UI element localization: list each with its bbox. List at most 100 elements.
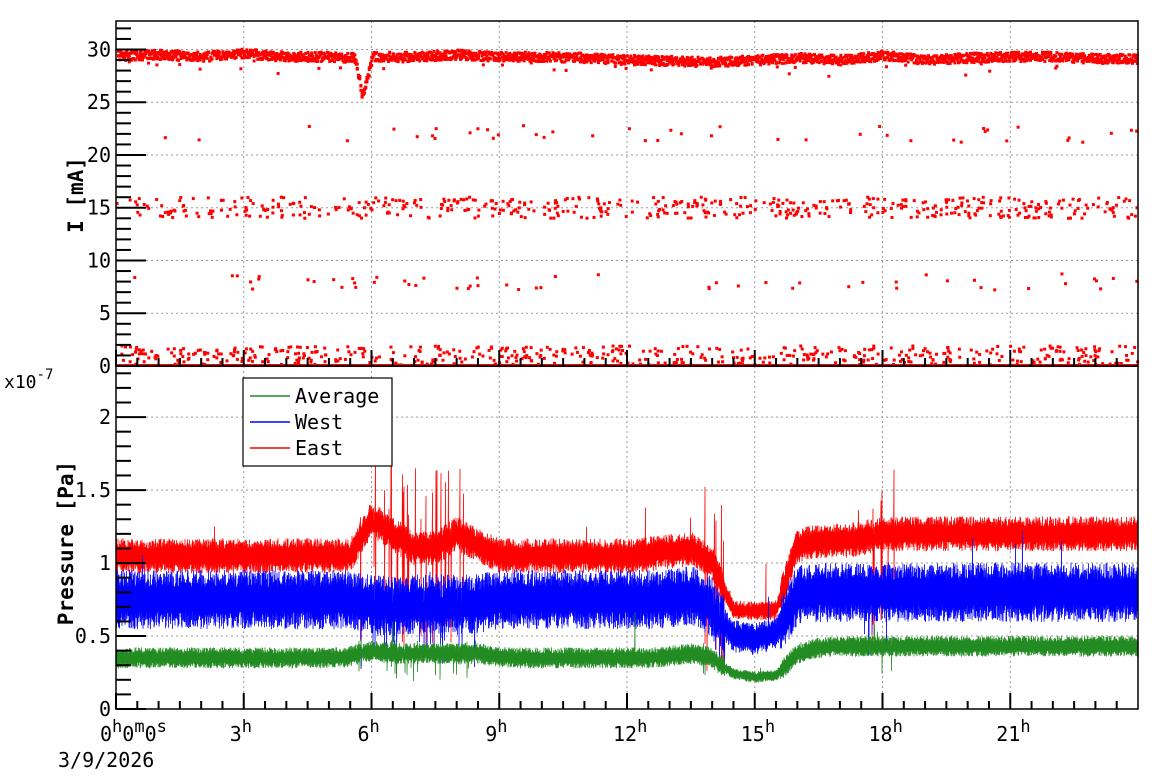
- current-point: [1019, 60, 1023, 64]
- current-point: [771, 200, 775, 204]
- current-point: [549, 216, 553, 220]
- current-point: [924, 61, 928, 65]
- current-point: [1127, 216, 1131, 220]
- current-point: [701, 58, 705, 62]
- current-point: [166, 347, 170, 351]
- current-point: [271, 50, 275, 54]
- current-point: [481, 63, 485, 67]
- current-point: [295, 358, 299, 362]
- current-point: [231, 55, 234, 59]
- current-point: [183, 208, 187, 212]
- current-point: [525, 354, 529, 358]
- current-point: [750, 354, 754, 358]
- current-point: [729, 59, 732, 63]
- current-point: [628, 57, 632, 61]
- current-point: [635, 59, 639, 63]
- current-point: [967, 214, 971, 218]
- current-point: [802, 353, 806, 357]
- current-point: [438, 214, 442, 218]
- current-point: [876, 211, 880, 215]
- current-point: [892, 358, 896, 362]
- current-point: [196, 50, 200, 54]
- current-point: [466, 58, 470, 62]
- current-point: [1029, 58, 1032, 62]
- current-point: [1097, 58, 1101, 62]
- current-point: [994, 58, 998, 62]
- current-point: [1095, 58, 1098, 62]
- current-point: [1090, 57, 1094, 61]
- current-point: [1027, 54, 1031, 58]
- current-point: [187, 352, 191, 356]
- current-point: [871, 357, 875, 361]
- current-point: [934, 210, 938, 214]
- current-point: [735, 216, 739, 220]
- current-point: [862, 354, 866, 358]
- current-point: [486, 128, 490, 132]
- current-point: [686, 205, 690, 209]
- current-point: [599, 209, 603, 213]
- current-point: [949, 54, 953, 58]
- current-point: [713, 199, 717, 203]
- current-point: [1022, 345, 1026, 349]
- current-point: [593, 59, 597, 63]
- current-point: [927, 54, 930, 58]
- current-point: [298, 213, 302, 217]
- current-point: [360, 95, 364, 99]
- current-point: [930, 362, 934, 366]
- current-point: [537, 58, 540, 62]
- current-point: [670, 54, 674, 58]
- current-point: [120, 344, 124, 348]
- current-point: [258, 345, 262, 349]
- current-point: [895, 286, 899, 290]
- current-point: [455, 201, 459, 205]
- current-point: [922, 208, 926, 212]
- current-point: [359, 216, 363, 220]
- current-point: [564, 68, 568, 72]
- current-point: [1047, 214, 1051, 218]
- current-point: [781, 57, 785, 61]
- current-point: [572, 210, 576, 214]
- current-point: [1054, 66, 1058, 70]
- current-point: [1097, 349, 1101, 353]
- current-point: [621, 349, 625, 353]
- current-point: [486, 59, 490, 63]
- current-point: [1099, 56, 1103, 60]
- current-point: [460, 360, 464, 364]
- current-point: [656, 215, 660, 219]
- current-point: [263, 53, 267, 57]
- current-point: [737, 63, 741, 67]
- current-point: [606, 207, 610, 211]
- current-point: [264, 55, 268, 59]
- current-point: [232, 350, 236, 354]
- current-point: [909, 215, 913, 219]
- current-point: [646, 61, 650, 65]
- current-point: [423, 59, 426, 63]
- current-point: [904, 204, 908, 208]
- current-point: [578, 354, 582, 358]
- current-point: [1067, 357, 1071, 361]
- current-point: [1126, 57, 1130, 61]
- current-point: [567, 58, 570, 62]
- current-point: [712, 57, 716, 61]
- current-point: [793, 53, 797, 57]
- current-point: [418, 350, 422, 354]
- current-point: [656, 213, 660, 217]
- current-point: [791, 286, 795, 290]
- current-point: [654, 59, 658, 63]
- current-point: [495, 58, 498, 62]
- current-point: [133, 275, 137, 279]
- current-point: [663, 361, 667, 365]
- current-point: [861, 59, 864, 63]
- current-point: [1023, 52, 1026, 56]
- current-point: [468, 195, 472, 199]
- current-point: [899, 203, 903, 207]
- current-point: [496, 133, 500, 137]
- current-point: [1055, 51, 1059, 55]
- current-point: [1011, 55, 1014, 59]
- current-point: [231, 354, 235, 358]
- current-point: [815, 349, 819, 353]
- current-point: [856, 60, 860, 64]
- current-point: [149, 57, 153, 61]
- current-point: [943, 57, 947, 61]
- current-point: [202, 59, 206, 63]
